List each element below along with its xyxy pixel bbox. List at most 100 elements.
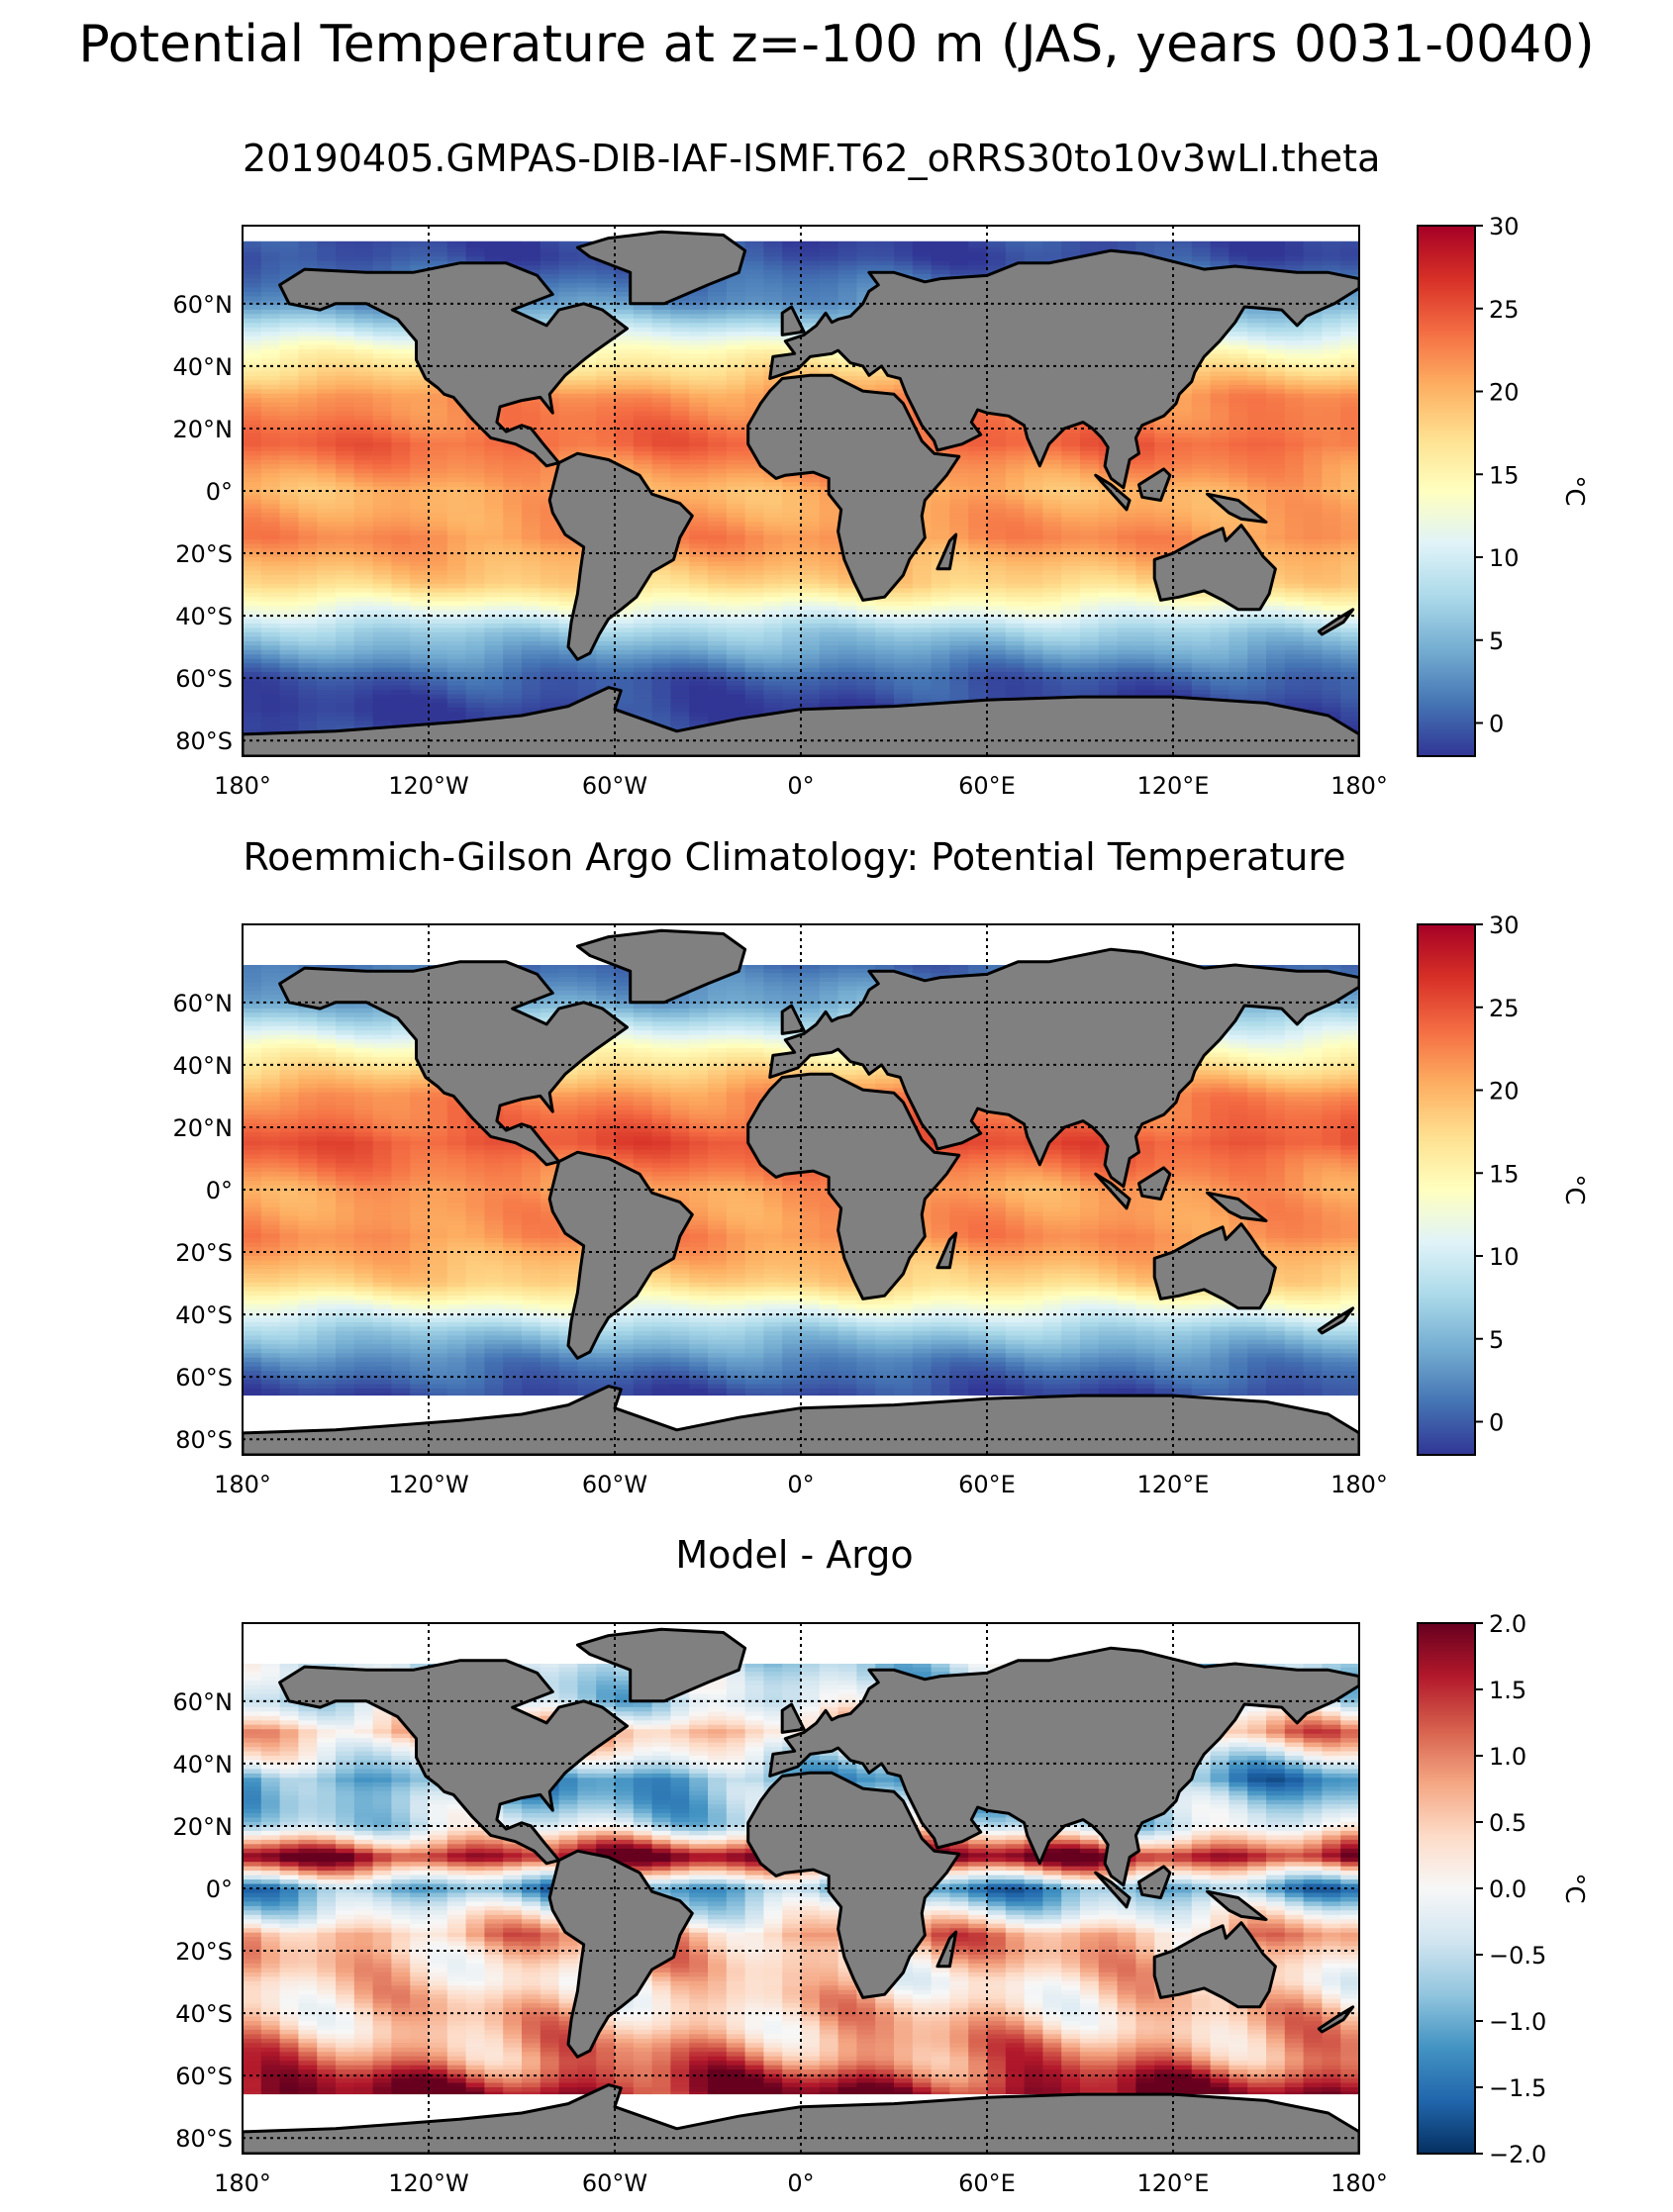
- field-cell: [651, 491, 671, 497]
- field-cell: [1266, 517, 1286, 523]
- field-cell: [1210, 548, 1230, 554]
- field-cell: [317, 530, 337, 536]
- field-cell: [243, 565, 262, 571]
- field-cell: [465, 318, 485, 324]
- field-cell: [651, 226, 671, 232]
- field-cell: [708, 491, 728, 497]
- field-cell: [744, 468, 764, 474]
- field-cell: [875, 278, 895, 284]
- field-cell: [522, 402, 541, 408]
- field-cell: [651, 314, 671, 320]
- field-cell: [1191, 340, 1212, 346]
- field-cell: [465, 420, 485, 426]
- field-cell: [243, 455, 262, 461]
- field-cell: [1117, 260, 1136, 266]
- field-cell: [391, 588, 411, 594]
- field-cell: [615, 269, 635, 275]
- field-cell: [651, 349, 671, 355]
- field-cell: [1117, 247, 1136, 253]
- field-cell: [782, 477, 802, 483]
- field-cell: [968, 234, 988, 240]
- field-cell: [1322, 234, 1341, 240]
- field-cell: [744, 402, 764, 408]
- field-cell: [279, 526, 299, 531]
- field-cell: [931, 579, 950, 585]
- field-cell: [1340, 513, 1359, 519]
- field-cell: [1284, 366, 1305, 372]
- field-cell: [1210, 522, 1230, 528]
- field-cell: [596, 552, 616, 558]
- field-cell: [410, 583, 430, 589]
- field-cell: [856, 349, 876, 355]
- field-cell: [484, 508, 504, 514]
- field-cell: [279, 482, 299, 488]
- field-cell: [837, 318, 857, 324]
- field-cell: [1191, 570, 1212, 576]
- field-cell: [1322, 450, 1341, 456]
- field-cell: [429, 486, 448, 492]
- field-cell: [1061, 380, 1081, 386]
- field-cell: [1080, 265, 1100, 271]
- field-cell: [670, 504, 690, 510]
- field-cell: [894, 561, 914, 567]
- field-cell: [1154, 292, 1174, 298]
- field-cell: [633, 332, 653, 337]
- field-cell: [689, 411, 709, 417]
- field-cell: [1061, 407, 1081, 413]
- field-cell: [670, 265, 690, 271]
- field-cell: [987, 425, 1007, 431]
- field-cell: [670, 336, 690, 341]
- field-cell: [1061, 468, 1081, 474]
- field-cell: [1154, 468, 1174, 474]
- field-cell: [1117, 366, 1136, 372]
- field-cell: [1154, 588, 1174, 594]
- field-cell: [1005, 446, 1026, 452]
- field-cell: [1191, 464, 1212, 470]
- field-cell: [596, 242, 616, 248]
- field-cell: [875, 260, 895, 266]
- field-cell: [968, 260, 988, 266]
- field-cell: [484, 402, 504, 408]
- field-cell: [801, 508, 821, 514]
- field-cell: [391, 526, 411, 531]
- field-cell: [540, 344, 560, 350]
- field-cell: [1135, 344, 1155, 350]
- field-cell: [1117, 296, 1136, 302]
- field-cell: [1135, 336, 1155, 341]
- field-cell: [336, 344, 355, 350]
- field-cell: [744, 239, 764, 244]
- field-cell: [596, 287, 616, 293]
- field-cell: [744, 522, 764, 528]
- field-cell: [763, 513, 783, 519]
- field-cell: [260, 398, 281, 404]
- field-cell: [1117, 358, 1136, 364]
- field-cell: [968, 278, 988, 284]
- field-cell: [615, 349, 635, 355]
- field-cell: [503, 353, 523, 359]
- field-cell: [1266, 477, 1286, 483]
- field-cell: [260, 420, 281, 426]
- field-cell: [744, 464, 764, 470]
- field-cell: [1024, 446, 1043, 452]
- field-cell: [1173, 278, 1193, 284]
- field-cell: [596, 477, 616, 483]
- field-cell: [708, 407, 728, 413]
- field-cell: [522, 441, 541, 447]
- field-cell: [1303, 517, 1323, 523]
- field-cell: [391, 491, 411, 497]
- field-cell: [577, 336, 597, 341]
- field-cell: [577, 517, 597, 523]
- field-cell: [558, 239, 578, 244]
- field-cell: [1322, 362, 1341, 368]
- field-cell: [1210, 450, 1230, 456]
- field-cell: [446, 459, 467, 465]
- field-cell: [1080, 239, 1100, 244]
- field-cell: [503, 420, 523, 426]
- field-cell: [1005, 323, 1026, 329]
- field-cell: [894, 495, 914, 501]
- field-cell: [856, 230, 876, 236]
- field-cell: [317, 340, 337, 346]
- field-cell: [782, 416, 802, 422]
- field-cell: [782, 522, 802, 528]
- field-cell: [353, 283, 374, 289]
